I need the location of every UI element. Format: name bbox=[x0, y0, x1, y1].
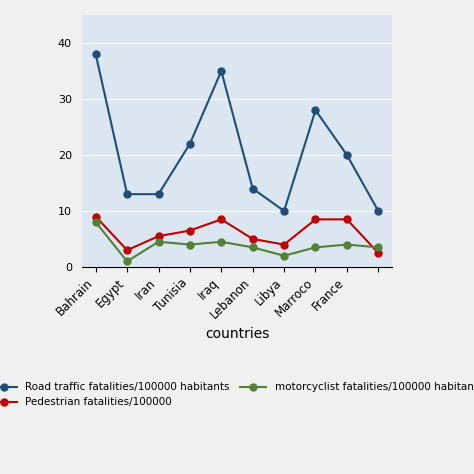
Line: motorcyclist fatalities/100000 habitants: motorcyclist fatalities/100000 habitants bbox=[92, 219, 382, 265]
motorcyclist fatalities/100000 habitants bbox=[219, 239, 224, 245]
motorcyclist fatalities/100000 habitants bbox=[155, 239, 161, 245]
Pedestrian fatalities/100000 bbox=[281, 242, 287, 247]
Pedestrian fatalities/100000 bbox=[124, 247, 130, 253]
Line: Road traffic fatalities/100000 habitants: Road traffic fatalities/100000 habitants bbox=[92, 51, 382, 214]
Road traffic fatalities/100000 habitants bbox=[281, 208, 287, 214]
Road traffic fatalities/100000 habitants bbox=[313, 107, 319, 113]
Pedestrian fatalities/100000 bbox=[250, 236, 255, 242]
Road traffic fatalities/100000 habitants bbox=[93, 51, 99, 57]
Road traffic fatalities/100000 habitants bbox=[219, 68, 224, 74]
X-axis label: countries: countries bbox=[205, 327, 269, 341]
Line: Pedestrian fatalities/100000: Pedestrian fatalities/100000 bbox=[92, 213, 382, 256]
motorcyclist fatalities/100000 habitants bbox=[93, 219, 99, 225]
Pedestrian fatalities/100000 bbox=[313, 217, 319, 222]
Road traffic fatalities/100000 habitants bbox=[375, 208, 381, 214]
Pedestrian fatalities/100000 bbox=[375, 250, 381, 256]
Road traffic fatalities/100000 habitants bbox=[124, 191, 130, 197]
Road traffic fatalities/100000 habitants bbox=[155, 191, 161, 197]
motorcyclist fatalities/100000 habitants bbox=[344, 242, 350, 247]
motorcyclist fatalities/100000 habitants bbox=[187, 242, 193, 247]
motorcyclist fatalities/100000 habitants bbox=[250, 245, 255, 250]
motorcyclist fatalities/100000 habitants bbox=[375, 245, 381, 250]
motorcyclist fatalities/100000 habitants bbox=[313, 245, 319, 250]
Road traffic fatalities/100000 habitants bbox=[187, 141, 193, 146]
motorcyclist fatalities/100000 habitants bbox=[124, 258, 130, 264]
Pedestrian fatalities/100000 bbox=[93, 214, 99, 219]
Road traffic fatalities/100000 habitants bbox=[344, 152, 350, 158]
Pedestrian fatalities/100000 bbox=[219, 217, 224, 222]
motorcyclist fatalities/100000 habitants bbox=[281, 253, 287, 259]
Pedestrian fatalities/100000 bbox=[155, 233, 161, 239]
Pedestrian fatalities/100000 bbox=[344, 217, 350, 222]
Road traffic fatalities/100000 habitants bbox=[250, 186, 255, 191]
Pedestrian fatalities/100000 bbox=[187, 228, 193, 233]
Legend: Road traffic fatalities/100000 habitants, Pedestrian fatalities/100000, motorcyc: Road traffic fatalities/100000 habitants… bbox=[0, 378, 474, 411]
